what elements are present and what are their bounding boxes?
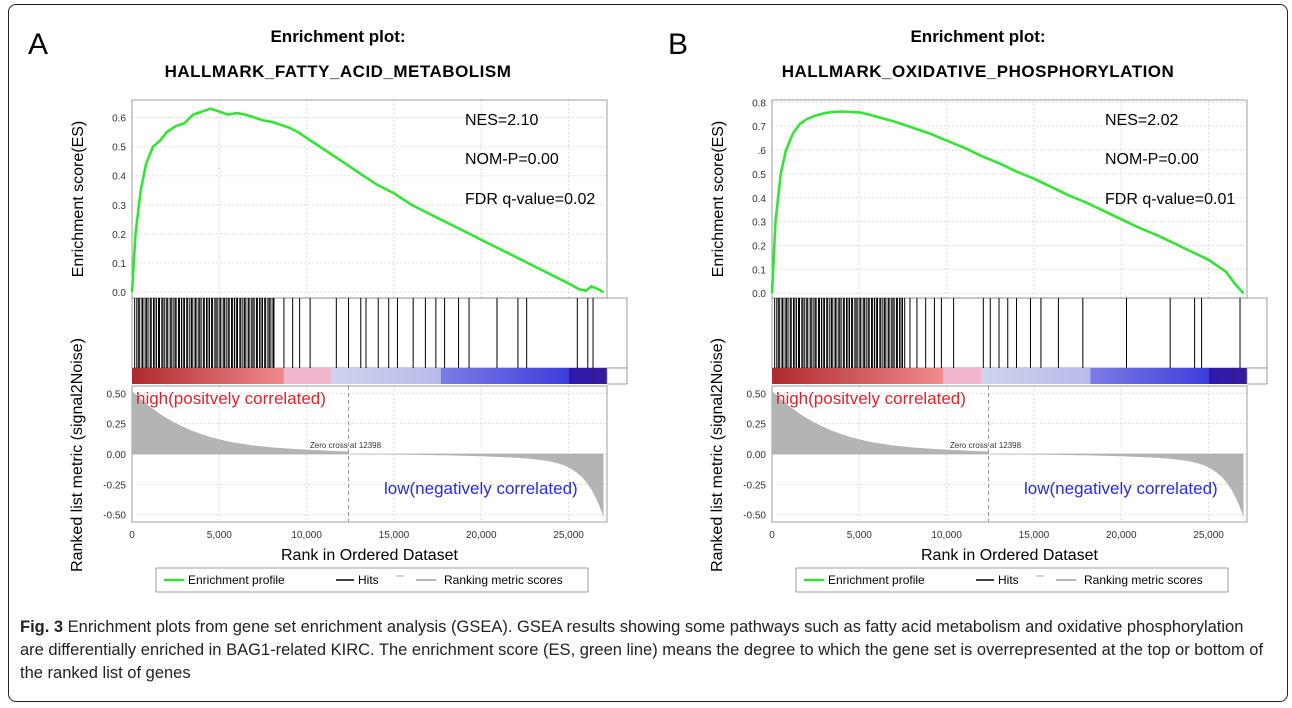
es-tick-label: 0.1: [112, 259, 126, 270]
color-bar-segment: [981, 368, 1091, 384]
chart-subtitle: HALLMARK_OXIDATIVE_PHOSPHORYLATION: [782, 62, 1175, 81]
es-axis-label: Enrichment score(ES): [70, 121, 87, 278]
x-tick-label: 15,000: [1019, 530, 1050, 541]
color-bar-segment: [331, 368, 441, 384]
x-tick-label: 20,000: [1106, 530, 1137, 541]
es-tick-label: 0.5: [112, 143, 126, 154]
rank-axis-label: Ranked list metric (signal2Noise): [69, 338, 86, 572]
x-tick-label: 25,000: [553, 530, 584, 541]
rank-tick-label: -0.25: [743, 480, 766, 491]
color-bar-segment: [943, 368, 981, 384]
chart-title: Enrichment plot:: [910, 27, 1045, 46]
color-bar-segment: [1209, 368, 1247, 384]
es-tick-label: 0.8: [752, 98, 766, 109]
legend-box: [155, 567, 589, 593]
high-correlated-label: high(positvely correlated): [776, 389, 966, 408]
es-profile-line: [770, 110, 1245, 295]
x-axis-label: Rank in Ordered Dataset: [281, 547, 459, 564]
x-tick-label: 10,000: [931, 530, 962, 541]
es-tick-label: 0.4: [752, 194, 766, 205]
zero-cross-label: Zero cross at 12398: [950, 441, 1022, 450]
color-bar-segment: [569, 368, 607, 384]
high-correlated-label: high(positvely correlated): [136, 389, 326, 408]
legend-hits-label: Hits: [358, 573, 379, 587]
color-bar-segment: [772, 368, 943, 384]
x-tick-label: 0: [769, 530, 775, 541]
color-bar-segment: [132, 368, 284, 384]
rank-tick-label: 0.00: [747, 450, 767, 461]
es-tick-label: 0.3: [112, 201, 126, 212]
low-correlated-label: low(negatively correlated): [384, 479, 578, 498]
x-tick-label: 20,000: [466, 530, 497, 541]
rank-tick-label: 0.50: [107, 389, 127, 400]
rank-tick-label: 0.00: [107, 450, 127, 461]
panel-letter: B: [668, 28, 688, 61]
x-tick-label: 10,000: [291, 530, 322, 541]
legend-ranking-label: Ranking metric scores: [444, 573, 563, 587]
figure-frame: [8, 4, 1288, 702]
rank-tick-label: 0.25: [747, 420, 767, 431]
caption-label: Fig. 3: [20, 618, 64, 636]
caption-text: Enrichment plots from gene set enrichmen…: [20, 618, 1264, 682]
legend-ranking-label: Ranking metric scores: [1084, 573, 1203, 587]
es-axis-label: Enrichment score(ES): [710, 121, 727, 278]
fdr-label: FDR q-value=0.02: [465, 191, 595, 208]
es-tick-label: 0.6: [112, 113, 126, 124]
rank-axis-label: Ranked list metric (signal2Noise): [709, 338, 726, 572]
gsea-chart-b: B Enrichment plot: HALLMARK_OXIDATIVE_PHOS…: [668, 27, 1268, 593]
rank-tick-label: -0.50: [103, 511, 126, 522]
panel-a: A Enrichment plot: HALLMARK_FATTY_ACID_MET…: [0, 0, 640, 618]
es-tick-label: 0.4: [112, 172, 126, 183]
rank-tick-label: -0.50: [743, 511, 766, 522]
x-axis-label: Rank in Ordered Dataset: [921, 547, 1099, 564]
es-tick-label: 0.0: [112, 288, 126, 299]
es-tick-label: 0.7: [752, 122, 766, 133]
figure-caption: Fig. 3 Enrichment plots from gene set en…: [20, 616, 1270, 685]
color-bar-segment: [284, 368, 332, 384]
legend-box: [795, 567, 1229, 593]
nes-label: NES=2.10: [465, 112, 538, 129]
es-tick-label: 0.2: [112, 230, 126, 241]
rank-tick-label: 0.50: [747, 389, 767, 400]
es-tick-label: 0.1: [752, 265, 766, 276]
zero-cross-label: Zero cross at 12398: [310, 441, 382, 450]
chart-title: Enrichment plot:: [270, 27, 405, 46]
nom-p-label: NOM-P=0.00: [1105, 151, 1199, 168]
es-tick-label: 0.3: [752, 218, 766, 229]
gsea-chart-a: A Enrichment plot: HALLMARK_FATTY_ACID_MET…: [28, 27, 628, 593]
color-bar-segment: [440, 368, 569, 384]
x-tick-label: 25,000: [1193, 530, 1224, 541]
rank-tick-label: -0.25: [103, 480, 126, 491]
legend-hits-label: Hits: [998, 573, 1019, 587]
nes-label: NES=2.02: [1105, 112, 1178, 129]
color-bar-segment: [1090, 368, 1209, 384]
panel-b: B Enrichment plot: HALLMARK_OXIDATIVE_PHOS…: [640, 0, 1280, 618]
fdr-label: FDR q-value=0.01: [1105, 191, 1235, 208]
x-tick-label: 5,000: [847, 530, 872, 541]
es-profile-line: [130, 107, 605, 294]
es-tick-label: 0.0: [752, 289, 766, 300]
es-tick-label: .6: [758, 146, 767, 157]
es-tick-label: 0.5: [752, 170, 766, 181]
x-tick-label: 15,000: [379, 530, 410, 541]
chart-subtitle: HALLMARK_FATTY_ACID_METABOLISM: [165, 62, 512, 81]
es-tick-label: 0.2: [752, 242, 766, 253]
color-bar-end: [606, 367, 628, 385]
legend-profile-label: Enrichment profile: [188, 573, 285, 587]
legend-profile-label: Enrichment profile: [828, 573, 925, 587]
x-tick-label: 5,000: [207, 530, 232, 541]
low-correlated-label: low(negatively correlated): [1024, 479, 1218, 498]
color-bar-end: [1246, 367, 1268, 385]
panel-letter: A: [28, 28, 48, 61]
x-tick-label: 0: [129, 530, 135, 541]
nom-p-label: NOM-P=0.00: [465, 151, 559, 168]
rank-tick-label: 0.25: [107, 420, 127, 431]
